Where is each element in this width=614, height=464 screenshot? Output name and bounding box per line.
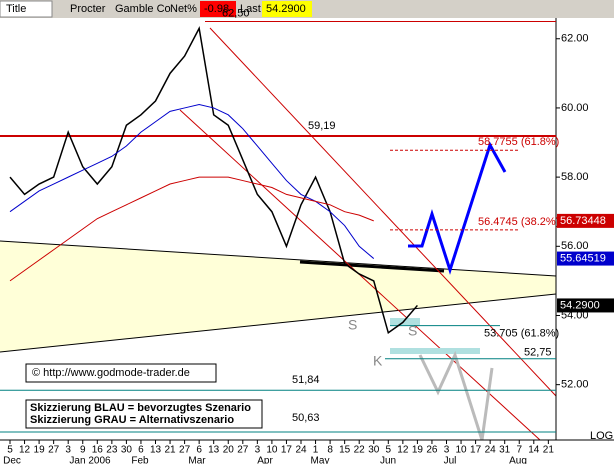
y-tick-label: 62.00 xyxy=(561,33,589,45)
channel-line xyxy=(209,27,557,397)
header-text: Last xyxy=(240,3,261,15)
legend-box xyxy=(25,399,263,429)
x-tick-label: 13 xyxy=(208,445,220,456)
x-tick-label: 31 xyxy=(499,445,511,456)
x-tick-label: 24 xyxy=(485,445,497,456)
y-tick-label: 60.00 xyxy=(561,102,589,114)
x-tick-label: 5 xyxy=(386,445,392,456)
trend-line xyxy=(0,240,557,277)
legend-text: Skizzierung BLAU = bevorzugtes Szenario xyxy=(30,402,251,414)
x-tick-label: 21 xyxy=(164,445,176,456)
header-cell xyxy=(0,0,53,18)
x-tick-label: 12 xyxy=(397,445,409,456)
price-line xyxy=(9,103,375,259)
x-tick-label: 1 xyxy=(313,445,319,456)
y-tick-label: 58.00 xyxy=(561,171,589,183)
level-label: 62,50 xyxy=(222,7,250,19)
x-tick-label: 7 xyxy=(516,445,522,456)
trend-line xyxy=(0,293,557,353)
x-tick-label: 13 xyxy=(150,445,162,456)
pattern-mark: S xyxy=(408,323,417,339)
level-label: 53.705 (61.8%) xyxy=(484,328,559,340)
header-text: Procter xyxy=(70,3,106,15)
blue-scenario xyxy=(408,141,507,275)
copyright-box xyxy=(25,363,217,383)
header-text: -0.98 xyxy=(204,3,229,15)
x-tick-label: 21 xyxy=(543,445,555,456)
header-text: Title xyxy=(6,3,26,15)
x-tick-label: 24 xyxy=(295,445,307,456)
x-tick-label: 17 xyxy=(281,445,293,456)
month-label: May xyxy=(311,456,330,464)
month-label: Jun xyxy=(380,456,396,464)
level-label: 59,19 xyxy=(308,120,336,132)
zone xyxy=(390,348,480,354)
x-tick-label: 14 xyxy=(528,445,540,456)
x-tick-label: 17 xyxy=(470,445,482,456)
x-tick-label: 23 xyxy=(106,445,118,456)
month-label: Apr xyxy=(257,456,273,464)
x-tick-label: 9 xyxy=(80,445,86,456)
x-tick-label: 19 xyxy=(34,445,46,456)
header-text: Gamble Co xyxy=(115,3,171,15)
month-label: Mar xyxy=(188,456,206,464)
x-tick-label: 30 xyxy=(368,445,380,456)
copyright: © http://www.godmode-trader.de xyxy=(32,367,190,379)
x-tick-label: 26 xyxy=(426,445,438,456)
x-tick-label: 6 xyxy=(138,445,144,456)
price-badge xyxy=(557,298,614,313)
triangle-zone xyxy=(0,241,556,352)
x-tick-label: 15 xyxy=(339,445,351,456)
x-tick-label: 16 xyxy=(92,445,104,456)
price-badge xyxy=(557,213,614,228)
level-label: 56.4745 (38.2%) xyxy=(478,216,559,228)
trend-line xyxy=(299,260,445,273)
x-tick-label: 3 xyxy=(65,445,71,456)
month-label: Feb xyxy=(131,456,149,464)
x-tick-label: 3 xyxy=(444,445,450,456)
x-tick-label: 19 xyxy=(412,445,424,456)
x-tick-label: 10 xyxy=(455,445,467,456)
zone xyxy=(390,318,420,325)
grey-scenario xyxy=(418,350,494,441)
month-label: Jul xyxy=(444,456,457,464)
pattern-mark: S xyxy=(348,317,357,333)
x-tick-label: 3 xyxy=(255,445,261,456)
price-badge xyxy=(557,251,614,266)
x-tick-label: 20 xyxy=(223,445,235,456)
month-label: Jan 2006 xyxy=(69,456,111,464)
x-tick-label: 12 xyxy=(19,445,31,456)
x-tick-label: 22 xyxy=(354,445,366,456)
level-label: 50,63 xyxy=(292,412,320,424)
header-cell xyxy=(262,1,312,17)
month-label: Aug xyxy=(509,456,527,464)
header-text: Net% xyxy=(170,3,197,15)
legend-text: Skizzierung GRAU = Alternativszenario xyxy=(30,414,234,426)
x-tick-label: 10 xyxy=(266,445,278,456)
level-label: 52,75 xyxy=(524,347,552,359)
y-tick-label: 52.00 xyxy=(561,379,589,391)
x-tick-label: 27 xyxy=(179,445,191,456)
header-cell xyxy=(200,1,236,17)
x-tick-label: 5 xyxy=(7,445,13,456)
badge-label: 54.2900 xyxy=(560,299,600,311)
x-tick-label: 27 xyxy=(237,445,249,456)
x-tick-label: 30 xyxy=(121,445,133,456)
price-line xyxy=(9,26,418,335)
pattern-mark: K xyxy=(373,353,383,369)
x-tick-label: 6 xyxy=(196,445,202,456)
price-line xyxy=(9,176,374,282)
header-text: 54.2900 xyxy=(266,3,306,15)
scale-label: LOG xyxy=(590,430,613,442)
x-tick-label: 27 xyxy=(48,445,60,456)
x-tick-label: 8 xyxy=(327,445,333,456)
level-label: 58.7755 (61.8%) xyxy=(478,136,559,148)
badge-label: 55.64519 xyxy=(560,252,606,264)
level-label: 51,84 xyxy=(292,374,320,386)
month-label: Dec xyxy=(3,456,21,464)
badge-label: 56.73448 xyxy=(560,215,606,227)
y-tick-label: 56.00 xyxy=(561,240,589,252)
